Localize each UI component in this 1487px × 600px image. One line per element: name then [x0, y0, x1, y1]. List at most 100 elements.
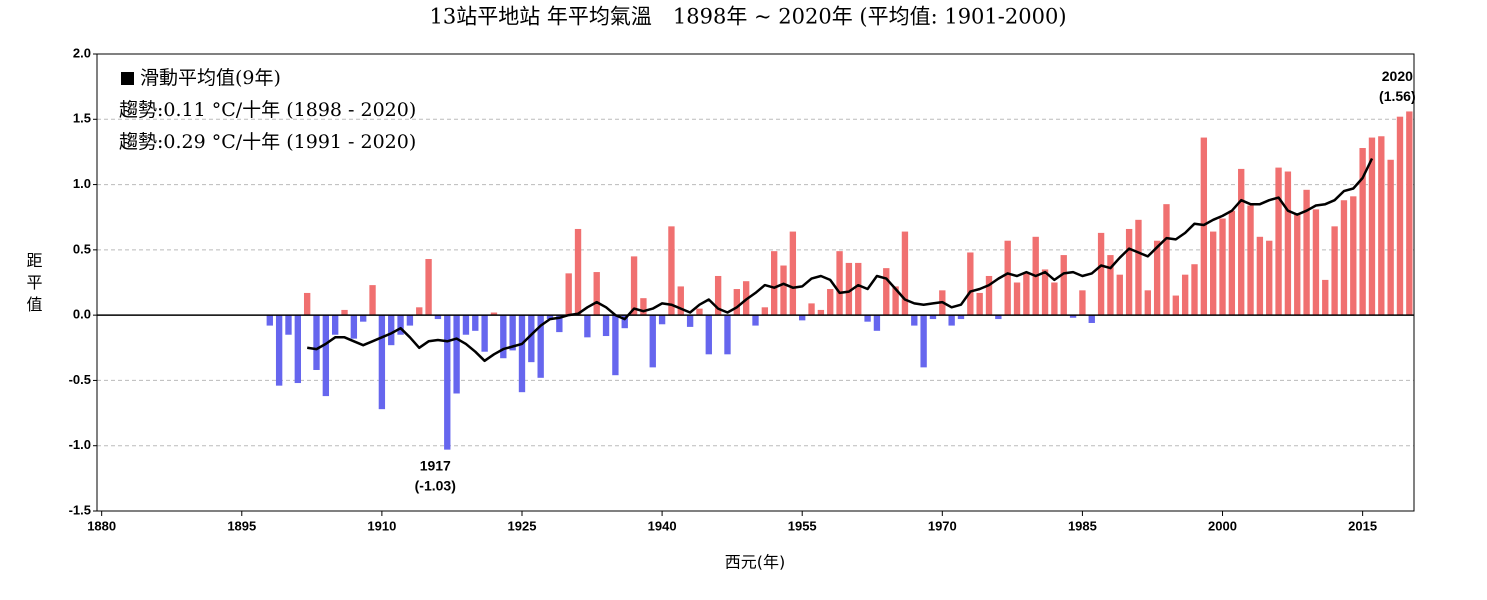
bar — [453, 315, 460, 394]
bar — [472, 315, 479, 331]
bar — [1331, 226, 1338, 316]
bar — [1097, 232, 1105, 316]
bar — [1303, 189, 1310, 316]
legend-marker — [121, 72, 134, 85]
x-tick-label: 1940 — [648, 518, 677, 533]
bar — [1312, 209, 1320, 316]
bar — [369, 285, 376, 316]
bar — [1191, 264, 1198, 316]
y-tick-label: 0.5 — [73, 241, 91, 256]
bar — [565, 273, 572, 316]
bar — [313, 315, 320, 370]
bar — [1200, 137, 1208, 316]
bar — [509, 315, 516, 351]
bar — [303, 292, 311, 316]
bar — [1172, 295, 1179, 316]
bar — [1013, 282, 1021, 316]
bar — [911, 315, 918, 326]
legend-note: 趨勢:0.11 °C/十年 (1898 - 2020) — [119, 99, 416, 121]
y-tick-label: 1.0 — [73, 176, 91, 191]
bar — [1340, 200, 1348, 316]
y-tick-label: 1.5 — [73, 111, 91, 126]
bar — [1107, 255, 1114, 316]
bar — [864, 315, 871, 322]
bar — [1228, 210, 1236, 316]
bar — [630, 256, 638, 316]
bar — [490, 312, 498, 316]
bar — [481, 315, 488, 352]
bar — [855, 262, 862, 316]
bar — [350, 315, 358, 339]
x-axis-label: 西元(年) — [725, 553, 786, 572]
bar — [602, 315, 610, 337]
x-tick-label: 1925 — [508, 518, 537, 533]
bar — [322, 315, 330, 397]
bar — [1266, 240, 1273, 316]
bar — [1284, 171, 1292, 316]
bar — [985, 275, 993, 316]
bar — [360, 315, 367, 322]
bar — [901, 231, 909, 316]
bar — [780, 265, 787, 316]
y-tick-label: 2.0 — [73, 45, 91, 60]
bar — [640, 298, 647, 316]
bar — [425, 258, 432, 316]
bar — [1060, 255, 1067, 316]
x-tick-label: 1985 — [1068, 518, 1097, 533]
bar — [696, 308, 703, 316]
legend-note: 趨勢:0.29 °C/十年 (1991 - 2020) — [119, 131, 416, 153]
bar — [546, 315, 554, 320]
bar — [1406, 111, 1413, 316]
bar — [1359, 148, 1366, 316]
annotation: 1917 — [420, 457, 451, 473]
bar — [1004, 240, 1011, 316]
bar — [574, 228, 582, 316]
bar — [518, 315, 526, 393]
bar — [406, 315, 414, 326]
bar — [677, 286, 684, 316]
bar — [1116, 274, 1123, 316]
bar — [976, 292, 983, 316]
bar — [929, 315, 937, 320]
bar — [948, 315, 955, 326]
y-tick-label: -1.0 — [69, 437, 91, 452]
bar — [733, 289, 740, 316]
bar — [434, 315, 442, 320]
bar — [836, 251, 843, 316]
bar — [1041, 269, 1049, 316]
bar — [789, 231, 797, 316]
bar — [705, 315, 712, 355]
bar — [462, 315, 470, 335]
y-tick-label: -1.5 — [69, 502, 91, 517]
bar — [1247, 205, 1254, 316]
bar — [873, 315, 881, 331]
bar — [771, 251, 778, 316]
bar — [799, 315, 806, 321]
bar — [275, 315, 283, 386]
bar — [416, 307, 423, 316]
y-tick-label: 0.0 — [73, 307, 91, 322]
bar — [500, 315, 507, 359]
bar — [397, 315, 404, 335]
x-tick-label: 2015 — [1348, 518, 1377, 533]
annotation: (1.56) — [1379, 88, 1416, 104]
bar — [1210, 231, 1217, 316]
bar — [686, 315, 694, 327]
bar — [1079, 290, 1086, 316]
bar — [332, 315, 339, 335]
bar — [593, 272, 600, 316]
bar — [827, 289, 834, 316]
bar — [294, 315, 301, 384]
bar — [1153, 240, 1161, 316]
x-tick-label: 1910 — [367, 518, 396, 533]
moving-average-line — [307, 157, 1374, 363]
bar — [995, 315, 1002, 320]
bar — [658, 315, 666, 325]
bar — [1387, 159, 1394, 316]
bar — [808, 303, 815, 316]
legend-label: 滑動平均值(9年) — [140, 67, 281, 89]
bar — [1238, 168, 1245, 316]
x-tick-label: 2000 — [1208, 518, 1237, 533]
bar — [1051, 282, 1058, 316]
bar — [341, 309, 348, 316]
